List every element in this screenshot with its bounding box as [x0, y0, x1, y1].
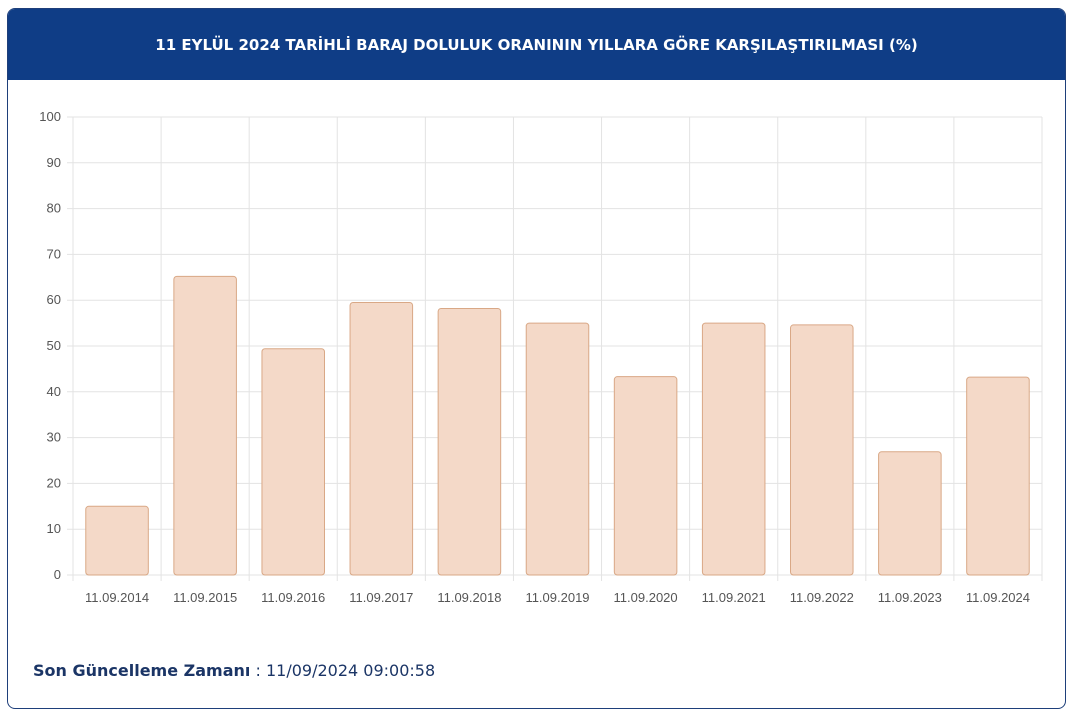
- bar[interactable]: [173, 275, 237, 576]
- bar[interactable]: [349, 301, 414, 576]
- y-tick-label: 90: [47, 155, 61, 170]
- last-updated-separator: :: [250, 661, 266, 680]
- x-tick-label: 11.09.2017: [349, 590, 413, 605]
- y-axis-ticks: 0 10 20 30 40 50 60 70 80 90 100: [39, 109, 61, 582]
- y-tick-label: 0: [54, 567, 61, 582]
- y-tick-label: 30: [47, 430, 61, 445]
- y-tick-label: 80: [47, 201, 61, 216]
- x-tick-label: 11.09.2021: [702, 590, 766, 605]
- bar[interactable]: [85, 505, 149, 576]
- y-tick-label: 50: [47, 338, 61, 353]
- y-tick-label: 10: [47, 521, 61, 536]
- bar[interactable]: [878, 451, 942, 576]
- y-tick-label: 20: [47, 475, 61, 490]
- x-tick-label: 11.09.2020: [614, 590, 678, 605]
- x-tick-label: 11.09.2022: [790, 590, 854, 605]
- bar[interactable]: [613, 376, 678, 576]
- bar[interactable]: [261, 348, 325, 576]
- bar[interactable]: [701, 322, 766, 576]
- last-updated: Son Güncelleme Zamanı : 11/09/2024 09:00…: [33, 661, 435, 680]
- last-updated-value: 11/09/2024 09:00:58: [265, 661, 436, 680]
- bars: [85, 275, 1030, 576]
- x-tick-label: 11.09.2023: [878, 590, 942, 605]
- last-updated-label: Son Güncelleme Zamanı: [33, 661, 251, 680]
- bar[interactable]: [437, 307, 502, 576]
- chart-area: 0 10 20 30 40 50 60 70 80 90 100 11.09.2014 11.09.2…: [8, 80, 1065, 640]
- y-tick-label: 70: [47, 246, 61, 261]
- bar[interactable]: [525, 322, 590, 576]
- chart-card: 11 EYLÜL 2024 TARİHLİ BARAJ DOLULUK ORAN…: [7, 8, 1066, 709]
- x-tick-label: 11.09.2014: [85, 590, 149, 605]
- y-tick-label: 60: [47, 292, 61, 307]
- bar[interactable]: [790, 324, 854, 576]
- y-tick-label: 40: [47, 384, 61, 399]
- chart-title: 11 EYLÜL 2024 TARİHLİ BARAJ DOLULUK ORAN…: [155, 35, 918, 54]
- x-tick-label: 11.09.2024: [966, 590, 1030, 605]
- y-tick-label: 100: [39, 109, 61, 124]
- bar[interactable]: [966, 376, 1030, 576]
- x-tick-label: 11.09.2019: [525, 590, 589, 605]
- x-axis-ticks: 11.09.2014 11.09.2015 11.09.2016 11.09.2017…: [85, 590, 1030, 605]
- x-tick-label: 11.09.2015: [173, 590, 237, 605]
- x-tick-label: 11.09.2018: [437, 590, 501, 605]
- card-header: 11 EYLÜL 2024 TARİHLİ BARAJ DOLULUK ORAN…: [8, 9, 1065, 80]
- x-tick-label: 11.09.2016: [261, 590, 325, 605]
